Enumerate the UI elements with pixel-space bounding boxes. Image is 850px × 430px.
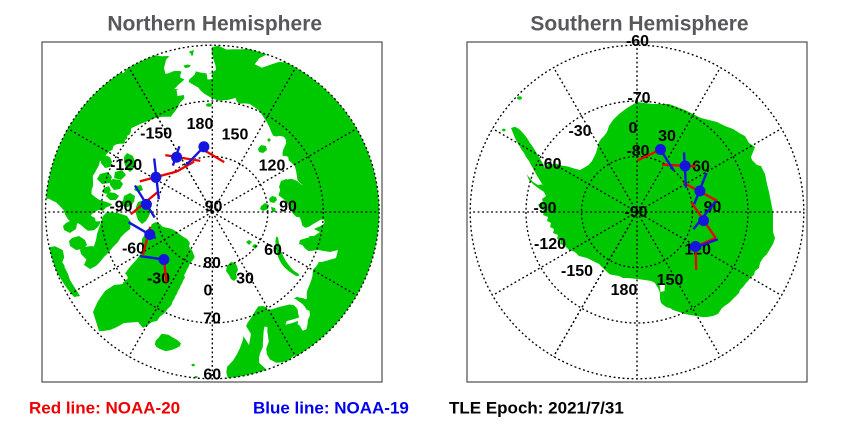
svg-text:-150: -150 (561, 263, 593, 280)
svg-text:-90: -90 (624, 204, 647, 221)
svg-text:-150: -150 (140, 126, 172, 143)
svg-text:80: 80 (203, 255, 221, 272)
svg-text:90: 90 (279, 198, 297, 215)
svg-text:150: 150 (657, 272, 684, 289)
svg-text:0: 0 (204, 282, 213, 299)
svg-text:60: 60 (264, 242, 282, 259)
svg-text:-60: -60 (122, 240, 145, 257)
svg-text:TLE Epoch: 2021/7/31: TLE Epoch: 2021/7/31 (449, 399, 624, 418)
svg-text:Blue line: NOAA-19: Blue line: NOAA-19 (253, 399, 409, 418)
svg-text:150: 150 (222, 126, 249, 143)
svg-text:-90: -90 (533, 200, 556, 217)
svg-text:60: 60 (203, 366, 221, 383)
svg-text:-30: -30 (147, 270, 170, 287)
svg-text:-60: -60 (538, 156, 561, 173)
svg-text:-30: -30 (568, 123, 591, 140)
svg-text:-90: -90 (109, 198, 132, 215)
svg-text:-60: -60 (626, 33, 649, 50)
svg-text:120: 120 (259, 157, 286, 174)
svg-text:-70: -70 (627, 90, 650, 107)
svg-text:-80: -80 (626, 143, 649, 160)
svg-text:0: 0 (629, 120, 638, 137)
svg-text:70: 70 (203, 310, 221, 327)
svg-text:30: 30 (236, 270, 254, 287)
svg-text:-120: -120 (534, 236, 566, 253)
svg-text:180: 180 (187, 116, 214, 133)
svg-text:30: 30 (658, 128, 676, 145)
svg-text:Northern Hemisphere: Northern Hemisphere (107, 13, 322, 36)
svg-text:60: 60 (692, 158, 710, 175)
svg-text:-120: -120 (110, 157, 142, 174)
svg-text:Southern Hemisphere: Southern Hemisphere (530, 13, 748, 36)
svg-text:180: 180 (611, 282, 638, 299)
svg-text:Red line: NOAA-20: Red line: NOAA-20 (29, 399, 180, 418)
svg-text:90: 90 (205, 198, 223, 215)
